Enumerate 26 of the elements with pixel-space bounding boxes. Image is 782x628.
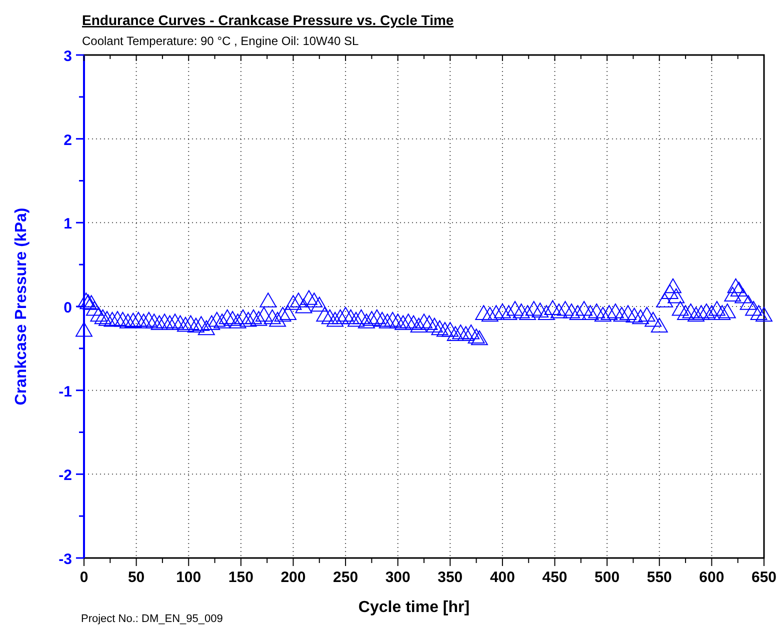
y-tick-label: 2 bbox=[64, 132, 72, 149]
x-tick-label: 250 bbox=[333, 569, 358, 586]
x-tick-label: 200 bbox=[280, 569, 306, 586]
text: Project No.: DM_EN_95_009 bbox=[81, 613, 223, 625]
x-tick-label: 0 bbox=[80, 569, 88, 586]
chart-subtitle: Coolant Temperature: 90 °C , Engine Oil: 10W40 SL bbox=[82, 34, 360, 48]
y-axis-title: Crankcase Pressure (kPa) bbox=[13, 208, 30, 406]
x-tick-label: 450 bbox=[542, 569, 568, 586]
x-tick-label: 50 bbox=[128, 569, 145, 586]
x-tick-label: 150 bbox=[228, 569, 254, 586]
y-tick-label: -2 bbox=[58, 467, 72, 484]
x-tick-label: 650 bbox=[751, 569, 777, 586]
x-tick-label: 600 bbox=[699, 569, 724, 586]
x-tick-label: 350 bbox=[438, 569, 463, 586]
x-tick-label: 400 bbox=[490, 569, 515, 586]
y-tick-label: 3 bbox=[64, 48, 72, 65]
x-tick-label: 550 bbox=[646, 569, 672, 586]
x-axis-title: Cycle time [hr] bbox=[358, 599, 470, 616]
y-tick-label: 0 bbox=[64, 300, 72, 316]
y-tick-label: -1 bbox=[58, 383, 72, 400]
y-tick-label: 1 bbox=[64, 216, 72, 233]
x-tick-label: 100 bbox=[176, 569, 202, 586]
chart-title: Endurance Curves - Crankcase Pressure vs. Cycle Time bbox=[82, 12, 454, 28]
x-tick-label: 300 bbox=[385, 569, 410, 586]
x-tick-label: 500 bbox=[594, 569, 620, 586]
y-tick-label: -3 bbox=[58, 551, 72, 568]
